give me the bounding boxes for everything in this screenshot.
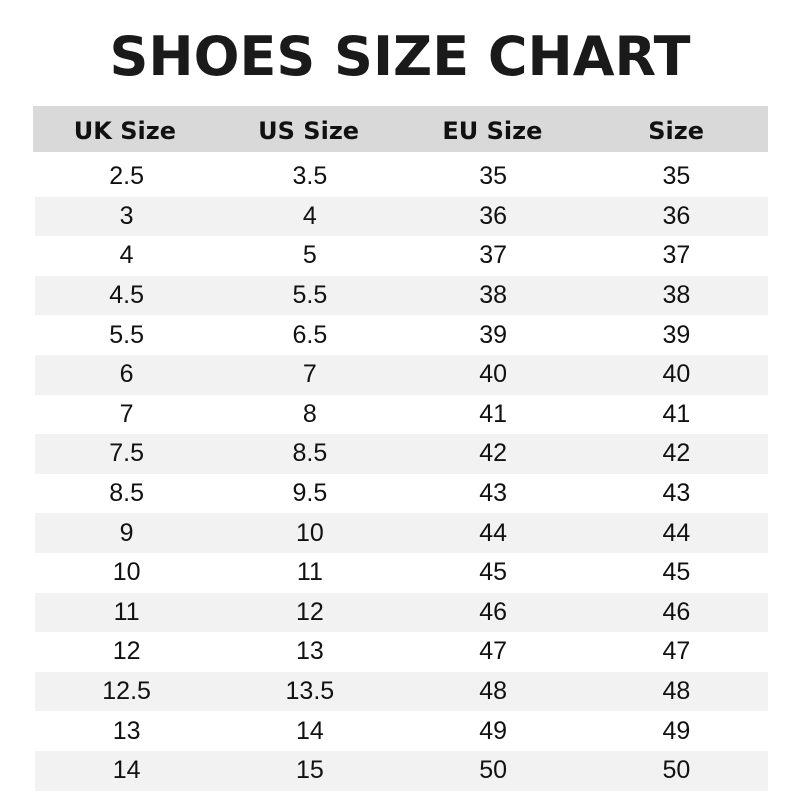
cell-eu: 42 — [479, 439, 508, 468]
cell-eu: 36 — [479, 201, 508, 230]
cell-eu: 44 — [479, 518, 508, 547]
cell-us: 15 — [295, 756, 324, 785]
cell-size: 42 — [662, 439, 691, 468]
cell-uk: 6 — [119, 360, 134, 389]
table-row: 6 7 40 40 — [35, 354, 768, 395]
table-row: 4.5 5.5 38 38 — [35, 275, 768, 316]
cell-uk: 7.5 — [109, 439, 144, 468]
cell-us: 4 — [302, 201, 317, 230]
cell-eu: 41 — [479, 399, 508, 428]
table-row: 10 11 45 45 — [35, 553, 768, 593]
cell-us: 6.5 — [292, 320, 328, 349]
cell-uk: 4 — [119, 241, 134, 270]
page-title: SHOES SIZE CHART — [109, 25, 691, 88]
cell-us: 10 — [295, 518, 324, 547]
cell-uk: 10 — [112, 558, 141, 587]
cell-eu: 39 — [479, 320, 508, 349]
column-header-eu: EU Size — [442, 117, 543, 145]
cell-uk: 7 — [119, 399, 134, 428]
cell-eu: 43 — [479, 479, 508, 508]
cell-size: 46 — [662, 597, 691, 626]
cell-us: 5.5 — [292, 281, 328, 310]
table-header: UK Size US Size EU Size Size — [33, 106, 768, 152]
column-header-uk: UK Size — [73, 117, 176, 145]
cell-us: 8.5 — [292, 439, 328, 468]
cell-us: 3.5 — [292, 162, 328, 191]
cell-size: 48 — [662, 677, 691, 706]
column-header-size: Size — [648, 117, 704, 145]
cell-size: 47 — [662, 637, 691, 666]
cell-uk: 11 — [113, 597, 140, 626]
cell-us: 8 — [302, 399, 317, 428]
cell-eu: 38 — [479, 281, 508, 310]
cell-uk: 4.5 — [109, 281, 144, 310]
table-row: 4 5 37 37 — [35, 236, 768, 276]
cell-eu: 50 — [479, 756, 508, 785]
cell-us: 13.5 — [285, 677, 335, 706]
table-row: 9 10 44 44 — [35, 513, 768, 553]
cell-us: 13 — [295, 637, 324, 666]
cell-uk: 14 — [112, 756, 141, 785]
table-row: 7.5 8.5 42 42 — [35, 434, 768, 474]
table-row: 14 15 50 50 — [35, 750, 768, 791]
cell-size: 44 — [662, 518, 691, 547]
table-row: 3 4 36 36 — [35, 196, 768, 237]
cell-uk: 9 — [119, 518, 134, 547]
cell-size: 50 — [662, 756, 691, 785]
cell-size: 35 — [662, 162, 691, 191]
table-body: 2.5 3.5 35 35 3 4 36 36 4 5 37 37 4.5 5.5 38 38 5.5 6.5 39… — [33, 157, 768, 791]
cell-eu: 45 — [479, 558, 508, 587]
cell-uk: 3 — [119, 201, 134, 230]
table-row: 12 13 47 47 — [35, 632, 768, 672]
cell-uk: 8.5 — [109, 479, 144, 508]
cell-eu: 37 — [479, 241, 508, 270]
cell-size: 45 — [662, 558, 691, 587]
cell-eu: 35 — [479, 162, 508, 191]
cell-us: 5 — [302, 241, 317, 270]
cell-uk: 2.5 — [109, 162, 144, 191]
column-header-us: US Size — [258, 117, 360, 145]
cell-us: 12 — [295, 597, 324, 626]
table-row: 5.5 6.5 39 39 — [35, 315, 768, 355]
cell-size: 36 — [662, 201, 691, 230]
cell-eu: 49 — [479, 716, 508, 745]
cell-size: 37 — [662, 241, 691, 270]
cell-eu: 48 — [479, 677, 508, 706]
table-row: 11 12 46 46 — [35, 592, 768, 633]
table-row: 13 14 49 49 — [35, 711, 768, 751]
cell-size: 38 — [662, 281, 691, 310]
cell-us: 7 — [302, 360, 317, 389]
cell-eu: 40 — [479, 360, 508, 389]
table-row: 2.5 3.5 35 35 — [35, 157, 768, 197]
cell-uk: 12.5 — [102, 677, 151, 706]
table-row: 8.5 9.5 43 43 — [35, 474, 768, 514]
cell-us: 14 — [295, 716, 324, 745]
cell-size: 39 — [662, 320, 691, 349]
size-table: UK Size US Size EU Size Size 2.5 3.5 35 35 3… — [33, 106, 768, 791]
cell-us: 9.5 — [292, 479, 328, 508]
cell-size: 43 — [662, 479, 691, 508]
table-row: 7 8 41 41 — [35, 395, 768, 435]
cell-size: 40 — [662, 360, 691, 389]
cell-eu: 46 — [479, 597, 508, 626]
cell-size: 49 — [662, 716, 691, 745]
table-row: 12.5 13.5 48 48 — [35, 671, 768, 712]
cell-us: 11 — [296, 558, 323, 587]
cell-uk: 5.5 — [109, 320, 144, 349]
cell-eu: 47 — [479, 637, 508, 666]
cell-size: 41 — [662, 399, 691, 428]
cell-uk: 12 — [112, 637, 141, 666]
cell-uk: 13 — [112, 716, 141, 745]
